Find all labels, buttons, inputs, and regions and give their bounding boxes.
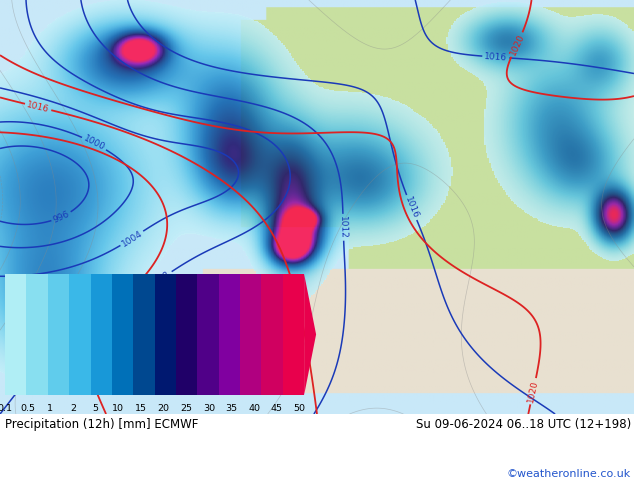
Text: 10: 10 [112, 404, 124, 413]
Bar [155, 274, 176, 395]
Text: 15: 15 [135, 404, 147, 413]
Text: 0.5: 0.5 [20, 404, 36, 413]
Text: 1016: 1016 [403, 195, 420, 220]
Text: 1: 1 [48, 404, 53, 413]
Text: 1004: 1004 [120, 228, 144, 248]
Text: 40: 40 [248, 404, 260, 413]
Text: 35: 35 [226, 404, 238, 413]
Text: 1020: 1020 [526, 379, 540, 403]
Text: Precipitation (12h) [mm] ECMWF: Precipitation (12h) [mm] ECMWF [5, 418, 198, 431]
Text: 1012: 1012 [339, 216, 348, 239]
Bar [240, 274, 261, 395]
Bar [176, 274, 197, 395]
Text: 1012: 1012 [110, 290, 132, 312]
Bar [112, 274, 133, 395]
Bar [219, 274, 240, 395]
Text: 1008: 1008 [148, 269, 172, 289]
Polygon shape [304, 274, 316, 395]
Text: 45: 45 [271, 404, 283, 413]
Text: Su 09-06-2024 06..18 UTC (12+198): Su 09-06-2024 06..18 UTC (12+198) [415, 418, 631, 431]
Bar [261, 274, 283, 395]
Text: 20: 20 [158, 404, 169, 413]
Bar [91, 274, 112, 395]
Text: 1000: 1000 [82, 134, 107, 152]
Text: 30: 30 [203, 404, 215, 413]
Bar [283, 274, 304, 395]
Bar [5, 274, 27, 395]
Text: 1020: 1020 [508, 32, 526, 57]
Text: ©weatheronline.co.uk: ©weatheronline.co.uk [507, 469, 631, 479]
Text: 50: 50 [294, 404, 306, 413]
Bar [69, 274, 91, 395]
Text: 5: 5 [93, 404, 99, 413]
Bar [197, 274, 219, 395]
Text: 1016: 1016 [26, 100, 50, 114]
Bar [27, 274, 48, 395]
Text: 1016: 1016 [484, 52, 508, 62]
Bar [133, 274, 155, 395]
Text: 25: 25 [180, 404, 192, 413]
Text: 2: 2 [70, 404, 76, 413]
Text: 0.1: 0.1 [0, 404, 13, 413]
Text: 996: 996 [51, 209, 71, 224]
Bar [48, 274, 69, 395]
